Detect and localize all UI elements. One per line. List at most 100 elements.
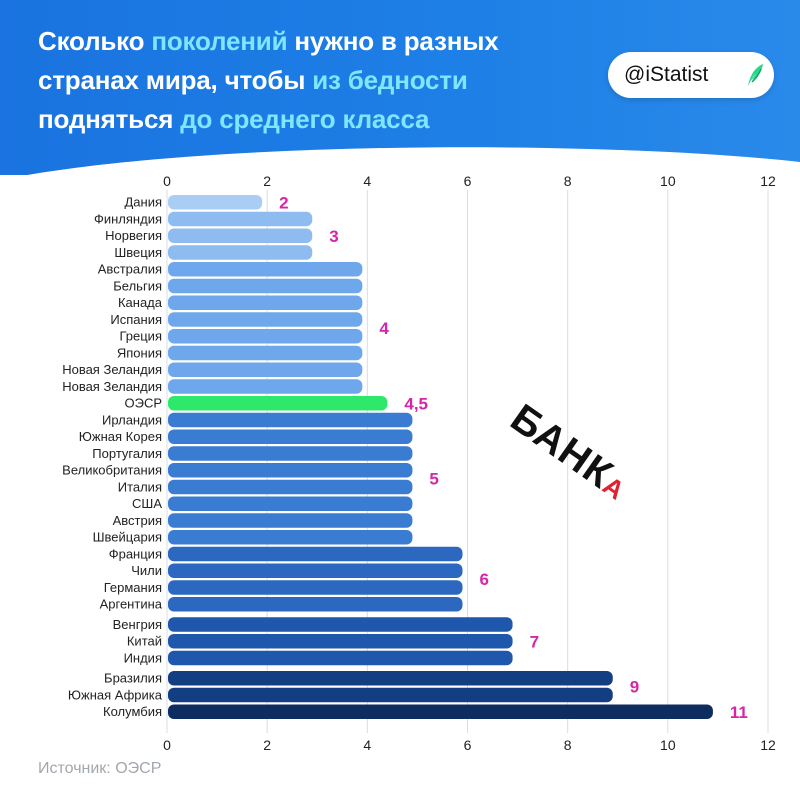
x-tick-label-bottom: 12 — [760, 737, 776, 753]
bar — [168, 429, 413, 444]
category-label: Венгрия — [113, 617, 162, 632]
value-label: 6 — [480, 570, 489, 589]
bar — [168, 671, 613, 686]
header-banner: Сколько поколений нужно в разных странах… — [0, 0, 800, 175]
bar — [168, 329, 363, 344]
category-label: Южная Корея — [79, 429, 162, 444]
title-text: подняться — [38, 104, 181, 134]
x-tick-label-top: 12 — [760, 173, 776, 189]
bar — [168, 345, 363, 361]
bar — [168, 479, 413, 495]
category-label: Чили — [131, 563, 162, 578]
bar — [168, 546, 463, 562]
value-label: 9 — [630, 678, 639, 697]
category-label: Бельгия — [113, 278, 162, 293]
value-label: 2 — [279, 193, 288, 212]
value-labels: 2 3 4 4,5 5 6 7 9 11 — [279, 193, 748, 722]
bar — [168, 446, 413, 461]
category-label: Дания — [124, 195, 162, 210]
category-label: Великобритания — [62, 463, 162, 478]
category-label: Германия — [104, 580, 162, 595]
category-label: Австрия — [113, 513, 162, 528]
bar — [168, 362, 363, 377]
category-label: Новая Зеландия — [62, 362, 162, 377]
category-label: США — [132, 496, 162, 511]
value-label: 3 — [329, 227, 338, 246]
value-label: 4 — [379, 319, 389, 338]
bar — [168, 228, 313, 243]
x-tick-label-top: 8 — [564, 173, 572, 189]
category-label: Ирландия — [102, 412, 162, 427]
bar — [168, 634, 513, 649]
bar — [168, 379, 363, 394]
category-label: Китай — [127, 634, 162, 649]
category-label: Новая Зеландия — [62, 379, 162, 394]
x-tick-label-bottom: 4 — [363, 737, 371, 753]
brand-handle: @iStatist — [624, 63, 709, 86]
value-label: 11 — [730, 703, 748, 722]
bar — [168, 195, 263, 210]
x-tick-label-top: 10 — [660, 173, 676, 189]
category-label: Финляндия — [94, 211, 162, 226]
x-tick-label-top: 4 — [363, 173, 371, 189]
x-axis-bottom: 0 2 4 6 8 10 12 — [163, 737, 776, 753]
category-label: Аргентина — [100, 597, 163, 612]
title-highlight: до среднего класса — [180, 104, 430, 134]
title-highlight: поколений — [151, 26, 288, 56]
bar — [168, 530, 413, 545]
category-label: Индия — [124, 650, 162, 665]
bar — [168, 211, 313, 227]
bar — [168, 513, 413, 528]
category-label: Италия — [118, 479, 162, 494]
category-label: Норвегия — [105, 228, 162, 243]
title-text: нужно в разных странах мира, чтобы — [38, 26, 499, 95]
bar — [168, 412, 413, 428]
x-tick-label-top: 2 — [263, 173, 271, 189]
source-note: Источник: ОЭСР — [38, 760, 162, 777]
category-label: Колумбия — [103, 704, 162, 719]
category-label: Южная Африка — [68, 687, 163, 702]
category-label: Греция — [119, 329, 162, 344]
title-text: Сколько — [38, 26, 152, 56]
bar — [168, 687, 613, 703]
bar — [168, 262, 363, 277]
bar — [168, 245, 313, 260]
page-title: Сколько поколений нужно в разных странах… — [38, 22, 598, 139]
bar — [168, 650, 513, 666]
title-highlight: из бедности — [312, 65, 468, 95]
value-label: 7 — [530, 632, 539, 651]
bar — [168, 704, 713, 719]
category-label: Швеция — [114, 245, 162, 260]
x-tick-label-bottom: 0 — [163, 737, 171, 753]
category-label: Франция — [109, 546, 162, 561]
header-wave-divider — [0, 147, 800, 180]
category-label: Португалия — [92, 446, 162, 461]
category-label: Япония — [117, 345, 162, 360]
x-tick-label-bottom: 6 — [464, 737, 472, 753]
bar — [168, 295, 363, 310]
category-label: ОЭСР — [124, 396, 162, 411]
brand-badge[interactable]: @iStatist — [608, 52, 774, 98]
bars — [168, 195, 713, 719]
bar — [168, 496, 413, 511]
bar — [168, 617, 513, 632]
x-tick-label-top: 0 — [163, 173, 171, 189]
bar — [168, 396, 388, 411]
bar — [168, 463, 413, 478]
bar — [168, 312, 363, 327]
value-label: 5 — [429, 470, 438, 489]
x-tick-label-bottom: 2 — [263, 737, 271, 753]
x-tick-label-bottom: 8 — [564, 737, 572, 753]
category-label: Канада — [118, 295, 163, 310]
feather-logo-icon — [748, 64, 763, 86]
bar — [168, 597, 463, 612]
x-tick-label-top: 6 — [464, 173, 472, 189]
bar — [168, 278, 363, 294]
category-label: Австралия — [98, 262, 162, 277]
bar — [168, 563, 463, 578]
category-label: Испания — [110, 312, 162, 327]
x-tick-label-bottom: 10 — [660, 737, 676, 753]
